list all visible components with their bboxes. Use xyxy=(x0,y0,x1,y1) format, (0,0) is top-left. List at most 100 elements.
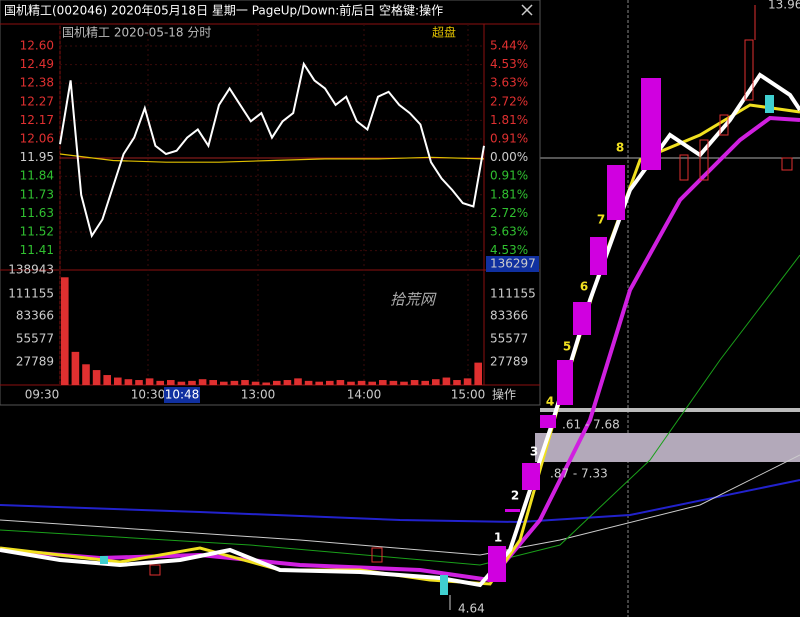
low-label: 4.64 xyxy=(458,602,485,616)
volume-bar xyxy=(379,380,387,385)
volume-bar xyxy=(262,382,270,385)
candle xyxy=(573,302,591,335)
wave-label: 7 xyxy=(597,213,605,227)
range-label: .61 - 7.68 xyxy=(562,418,620,432)
wave-label: 5 xyxy=(563,340,571,354)
wave-label: 8 xyxy=(616,141,624,155)
volume-tick: 83366 xyxy=(16,309,54,323)
wave-label: 1 xyxy=(494,531,502,545)
candle xyxy=(505,509,520,512)
volume-tick: 27789 xyxy=(490,355,528,369)
price-tick: 11.84 xyxy=(20,169,54,183)
range-label: .87 - 7.33 xyxy=(550,467,608,481)
candle xyxy=(488,546,506,582)
candle xyxy=(781,157,793,171)
volume-highlight xyxy=(486,256,539,272)
volume-bar xyxy=(357,380,366,385)
volume-bar xyxy=(103,375,111,385)
candle xyxy=(371,547,383,563)
pct-tick: 0.00% xyxy=(490,150,528,164)
time-tick: 10:30 xyxy=(131,388,166,402)
price-tick: 12.17 xyxy=(20,113,54,127)
volume-bar xyxy=(209,380,217,385)
candles xyxy=(488,78,661,582)
candle xyxy=(440,575,448,595)
chart-header: 国机精工 2020-05-18 分时 xyxy=(62,26,211,40)
volume-tick: 83366 xyxy=(490,309,528,323)
volume-bar xyxy=(188,380,196,385)
volume-bar xyxy=(61,277,69,385)
volume-bar xyxy=(315,381,323,385)
pct-tick: 0.91% xyxy=(490,132,528,146)
wave-label: 6 xyxy=(580,280,588,294)
pct-tick: 1.81% xyxy=(490,187,528,201)
volume-bar xyxy=(389,380,398,385)
watermark: 拾荒网 xyxy=(390,291,437,309)
time-tick: 15:00 xyxy=(451,388,486,402)
volume-bar xyxy=(156,380,164,385)
volume-bar xyxy=(220,381,228,385)
pct-tick: 2.72% xyxy=(490,94,528,108)
volume-tick: 55577 xyxy=(490,332,528,346)
volume-bar xyxy=(92,370,101,385)
candle xyxy=(699,139,709,181)
cursor-time: 10:48 xyxy=(165,388,200,402)
volume-tick: 111155 xyxy=(8,287,54,301)
price-tick: 11.41 xyxy=(20,243,54,257)
candle xyxy=(765,95,774,113)
badge[interactable]: 超盘 xyxy=(432,25,456,40)
window-frame xyxy=(0,0,541,406)
volume-bar xyxy=(241,380,249,385)
pct-tick: 0.91% xyxy=(490,169,528,183)
price-tick: 11.63 xyxy=(20,206,54,220)
volume-tick: 27789 xyxy=(16,355,54,369)
volume-tick: 136297 xyxy=(490,257,536,271)
wave-label: 2 xyxy=(511,489,519,503)
price-tick: 12.38 xyxy=(20,76,54,90)
close-button[interactable] xyxy=(521,4,533,16)
avg-price-line xyxy=(59,153,485,163)
candle xyxy=(719,114,729,136)
volume-bar xyxy=(177,381,186,385)
high-label: 13.96 xyxy=(768,0,800,12)
price-tick: 11.73 xyxy=(20,187,54,201)
candle xyxy=(744,39,754,101)
volume-tick: 111155 xyxy=(490,287,536,301)
price-line xyxy=(59,61,485,239)
volume-bar xyxy=(463,378,472,385)
cursor-highlight xyxy=(164,387,200,403)
candle xyxy=(641,78,661,170)
volume-bar xyxy=(400,381,408,385)
pct-tick: 2.72% xyxy=(490,206,528,220)
pct-tick: 3.63% xyxy=(490,225,528,239)
candle xyxy=(679,154,689,181)
pct-tick: 4.53% xyxy=(490,57,528,71)
wave-label: 3 xyxy=(530,445,538,459)
time-tick: 13:00 xyxy=(241,388,276,402)
candle xyxy=(590,237,607,275)
time-tick: 14:00 xyxy=(347,388,382,402)
volume-bar xyxy=(410,380,419,385)
price-tick: 12.60 xyxy=(20,39,54,53)
volume-bar xyxy=(304,380,313,385)
candle xyxy=(149,564,161,576)
candle xyxy=(607,165,625,220)
window-title: 国机精工(002046) 2020年05月18日 星期一 PageUp/Down… xyxy=(4,3,443,18)
price-tick: 12.49 xyxy=(20,57,54,71)
action-button[interactable]: 操作 xyxy=(492,387,516,402)
ma-line xyxy=(0,72,800,588)
volume-bar xyxy=(347,381,355,385)
band xyxy=(540,408,800,412)
ma-line xyxy=(0,254,800,566)
wave-labels: 1 2 3 4 5 6 7 8 xyxy=(494,141,624,545)
volume-bar xyxy=(82,364,90,385)
volume-bar xyxy=(198,379,207,385)
volume-bar xyxy=(421,380,429,385)
volume-bar xyxy=(230,380,239,385)
volume-bar xyxy=(294,378,302,385)
volume-bar xyxy=(283,380,292,385)
volume-bar xyxy=(432,379,440,385)
